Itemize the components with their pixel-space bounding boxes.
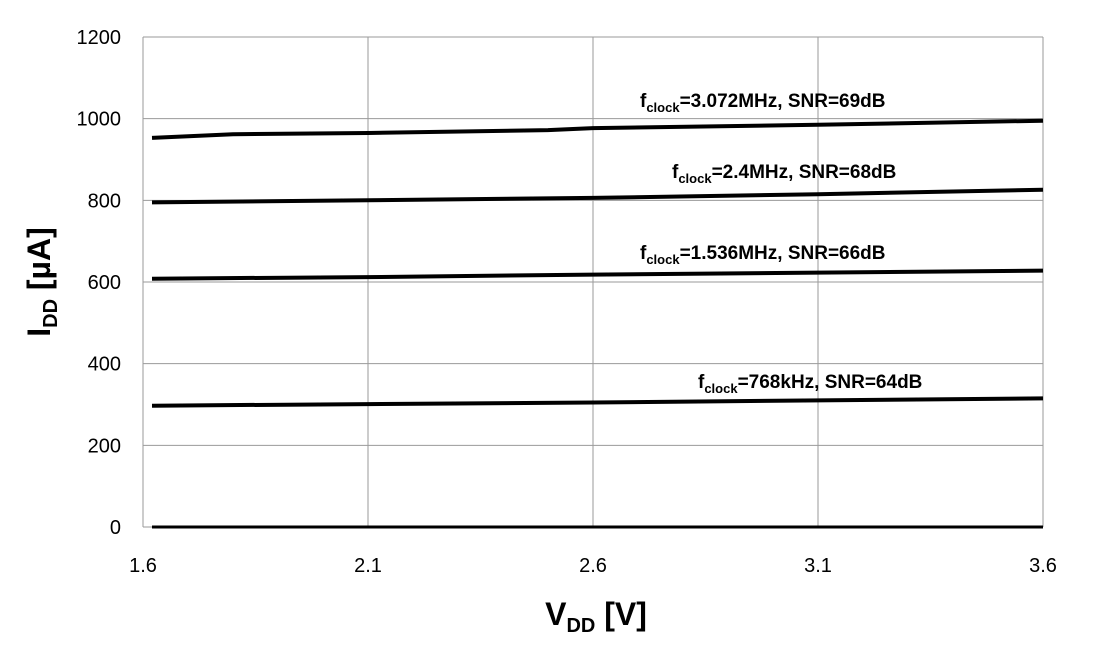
series-line <box>151 268 1044 281</box>
series-label-sub: clock <box>646 252 680 267</box>
series-label-rest: =3.072MHz, SNR=69dB <box>680 91 886 112</box>
series-line <box>151 118 1044 140</box>
x-tick-label: 3.1 <box>804 555 832 577</box>
series-label: fclock=3.072MHz, SNR=69dB <box>640 91 886 115</box>
series-label-rest: =1.536MHz, SNR=66dB <box>680 243 886 264</box>
series-label-f: f <box>672 162 679 183</box>
y-tick-label: 200 <box>88 435 121 457</box>
series-label-rest: =2.4MHz, SNR=68dB <box>712 162 897 183</box>
series-label-f: f <box>640 91 647 112</box>
x-axis-title: VDD [V] <box>545 596 647 637</box>
y-axis-title-sub: DD <box>40 299 62 328</box>
series-label-sub: clock <box>678 171 712 186</box>
series-label-f: f <box>698 372 705 393</box>
series-line <box>151 187 1044 205</box>
series-label: fclock=2.4MHz, SNR=68dB <box>672 162 896 186</box>
y-tick-label: 400 <box>88 354 121 376</box>
x-tick-labels: 1.6 2.1 2.6 3.1 3.6 <box>129 555 1057 577</box>
y-axis-title-main: I <box>21 328 57 337</box>
series-label: fclock=1.536MHz, SNR=66dB <box>640 243 886 267</box>
series-line <box>151 396 1044 408</box>
y-tick-label: 0 <box>110 517 121 539</box>
grid <box>142 36 1044 528</box>
y-tick-label: 600 <box>88 272 121 294</box>
y-tick-label: 1000 <box>77 109 122 131</box>
series-label-sub: clock <box>704 381 738 396</box>
series-label-f: f <box>640 243 647 264</box>
y-tick-label: 1200 <box>77 27 122 49</box>
series-lines <box>151 118 1044 529</box>
x-tick-label: 1.6 <box>129 555 157 577</box>
y-axis-title-unit: [µA] <box>21 227 57 299</box>
x-tick-label: 2.1 <box>354 555 382 577</box>
x-axis-title-unit: [V] <box>595 596 647 632</box>
y-tick-label: 800 <box>88 190 121 212</box>
series-label-rest: =768kHz, SNR=64dB <box>738 372 923 393</box>
x-tick-label: 3.6 <box>1029 555 1057 577</box>
series-label: fclock=768kHz, SNR=64dB <box>698 372 922 396</box>
y-tick-labels: 0 200 400 600 800 1000 1200 <box>77 27 122 539</box>
series-labels: fclock=3.072MHz, SNR=69dBfclock=2.4MHz, … <box>640 91 922 396</box>
x-axis-title-main: V <box>545 596 567 632</box>
series-label-sub: clock <box>646 100 680 115</box>
x-tick-label: 2.6 <box>579 555 607 577</box>
x-axis-title-sub: DD <box>566 615 595 637</box>
y-axis-title: IDD [µA] <box>21 227 62 337</box>
